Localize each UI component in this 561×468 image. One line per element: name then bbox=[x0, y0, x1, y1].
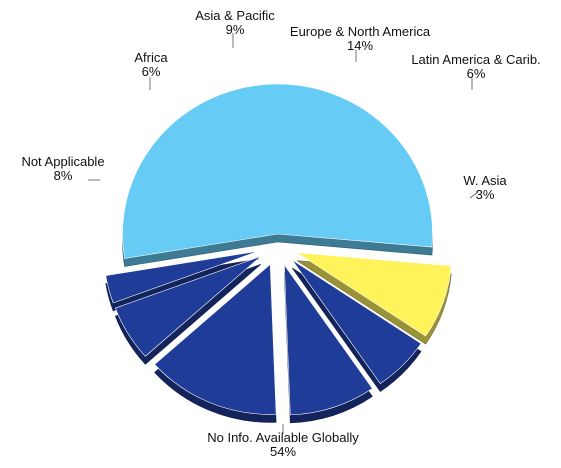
pie-slices bbox=[105, 83, 452, 424]
slice-label: Not Applicable bbox=[21, 154, 104, 169]
slice-percent: 8% bbox=[54, 168, 73, 183]
slice-percent: 9% bbox=[226, 22, 245, 37]
pie-slice bbox=[115, 256, 262, 357]
slice-percent: 3% bbox=[476, 187, 495, 202]
pie-slice bbox=[283, 263, 373, 416]
pie-slice bbox=[154, 263, 277, 415]
pie-slice bbox=[296, 252, 452, 337]
slice-percent: 14% bbox=[347, 38, 373, 53]
slice-label: Asia & Pacific bbox=[195, 8, 275, 23]
slice-label: No Info. Available Globally bbox=[207, 430, 359, 445]
slice-percent: 54% bbox=[270, 444, 296, 459]
pie-slice bbox=[122, 83, 433, 259]
slice-label: Europe & North America bbox=[290, 24, 431, 39]
slice-label: Latin America & Carib. bbox=[411, 52, 540, 67]
pie-slice bbox=[105, 250, 259, 304]
pie-slice bbox=[291, 259, 422, 384]
slice-label: W. Asia bbox=[463, 173, 507, 188]
leader-line bbox=[469, 191, 479, 199]
slice-label: Africa bbox=[134, 50, 168, 65]
slice-percent: 6% bbox=[142, 64, 161, 79]
slice-percent: 6% bbox=[467, 66, 486, 81]
